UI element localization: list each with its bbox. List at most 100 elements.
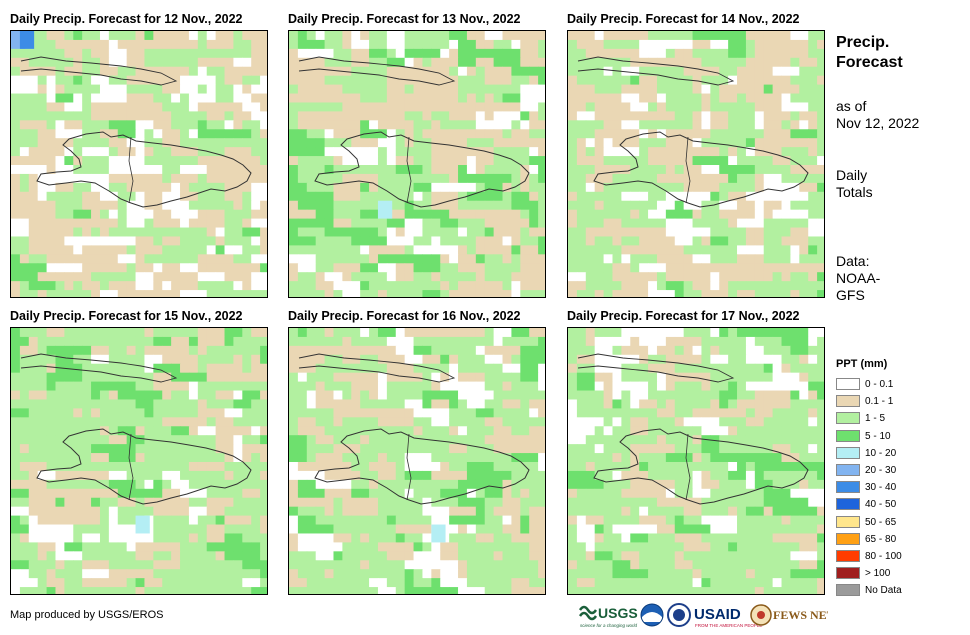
precip-cell: [585, 227, 596, 237]
precip-cell: [576, 102, 587, 112]
precip-cell: [404, 39, 415, 50]
precip-cell: [404, 57, 415, 68]
precip-cell: [603, 245, 613, 255]
precip-cell: [728, 227, 738, 237]
precip-cell: [692, 173, 702, 184]
precip-cell: [251, 578, 261, 588]
precip-cell: [621, 156, 631, 166]
precip-cell: [648, 173, 658, 184]
precip-cell: [458, 462, 468, 472]
precip-cell: [144, 426, 154, 436]
precip-cell: [28, 506, 39, 517]
precip-cell: [458, 515, 468, 526]
precip-cell: [656, 31, 667, 41]
precip-cell: [251, 254, 261, 264]
precip-cell: [224, 569, 234, 579]
precip-cell: [612, 218, 622, 229]
precip-cell: [692, 479, 702, 490]
precip-cell: [215, 390, 226, 400]
precip-cell: [99, 263, 110, 273]
precip-cell: [117, 173, 128, 184]
precip-cell: [180, 497, 190, 508]
precip-cell: [360, 408, 370, 418]
precip-cell: [171, 165, 181, 175]
precip-cell: [665, 363, 676, 374]
precip-cell: [64, 84, 74, 95]
precip-cell: [46, 363, 56, 374]
precip-cell: [484, 453, 495, 463]
precip-cell: [135, 182, 145, 193]
precip-cell: [395, 129, 406, 139]
precip-cell: [117, 191, 128, 202]
precip-cell: [404, 426, 415, 436]
precip-cell: [538, 462, 545, 472]
precip-cell: [745, 479, 756, 490]
precip-cell: [297, 156, 308, 166]
precip-cell: [656, 102, 667, 112]
precip-cell: [64, 281, 74, 291]
precip-cell: [692, 182, 702, 193]
precip-cell: [306, 93, 317, 103]
precip-cell: [233, 497, 243, 508]
precip-cell: [674, 453, 685, 463]
precip-cell: [710, 165, 720, 175]
precip-cell: [754, 147, 765, 157]
precip-cell: [648, 372, 658, 383]
precip-cell: [431, 569, 441, 579]
precip-cell: [297, 345, 308, 356]
precip-cell: [315, 560, 326, 570]
precip-cell: [612, 408, 622, 418]
precip-cell: [333, 578, 343, 588]
precip-cell: [377, 75, 388, 86]
precip-cell: [568, 57, 578, 68]
precip-cell: [126, 328, 137, 338]
precip-cell: [728, 84, 738, 95]
precip-cell: [728, 506, 738, 517]
precip-cell: [333, 200, 343, 211]
precip-cell: [242, 399, 252, 409]
precip-cell: [242, 345, 252, 356]
precip-cell: [324, 182, 334, 193]
precip-cell: [82, 363, 92, 374]
precip-cell: [576, 336, 587, 347]
precip-cell: [754, 48, 765, 59]
precip-cell: [215, 560, 226, 570]
precip-cell: [135, 453, 145, 463]
precip-cell: [315, 435, 326, 445]
precip-cell: [466, 182, 477, 193]
precip-cell: [781, 462, 791, 472]
precip-cell: [144, 173, 154, 184]
precip-cell: [11, 417, 21, 427]
precip-cell: [404, 453, 415, 463]
precip-cell: [19, 408, 30, 418]
precip-cell: [511, 290, 521, 297]
precip-cell: [790, 488, 800, 499]
precip-cell: [449, 524, 459, 534]
precip-cell: [576, 399, 587, 409]
precip-cell: [324, 57, 334, 68]
precip-cell: [529, 408, 539, 418]
precip-cell: [458, 93, 468, 103]
precip-cell: [197, 57, 208, 68]
precip-cell: [745, 209, 756, 220]
precip-cell: [520, 533, 530, 543]
precip-cell: [180, 245, 190, 255]
precip-cell: [342, 272, 352, 282]
precip-cell: [639, 138, 649, 148]
precip-cell: [351, 408, 361, 418]
precip-cell: [91, 281, 101, 291]
precip-cell: [19, 551, 30, 561]
precip-cell: [37, 372, 48, 383]
precip-cell: [772, 93, 783, 103]
precip-cell: [692, 236, 702, 246]
precip-cell: [440, 227, 450, 237]
precip-cell: [324, 156, 334, 166]
precip-cell: [529, 93, 539, 103]
precip-cell: [475, 488, 486, 499]
precip-cell: [701, 102, 711, 112]
precip-cell: [19, 399, 30, 409]
precip-cell: [333, 281, 343, 291]
precip-cell: [422, 354, 432, 365]
precip-cell: [594, 245, 605, 255]
precip-cell: [242, 551, 252, 561]
